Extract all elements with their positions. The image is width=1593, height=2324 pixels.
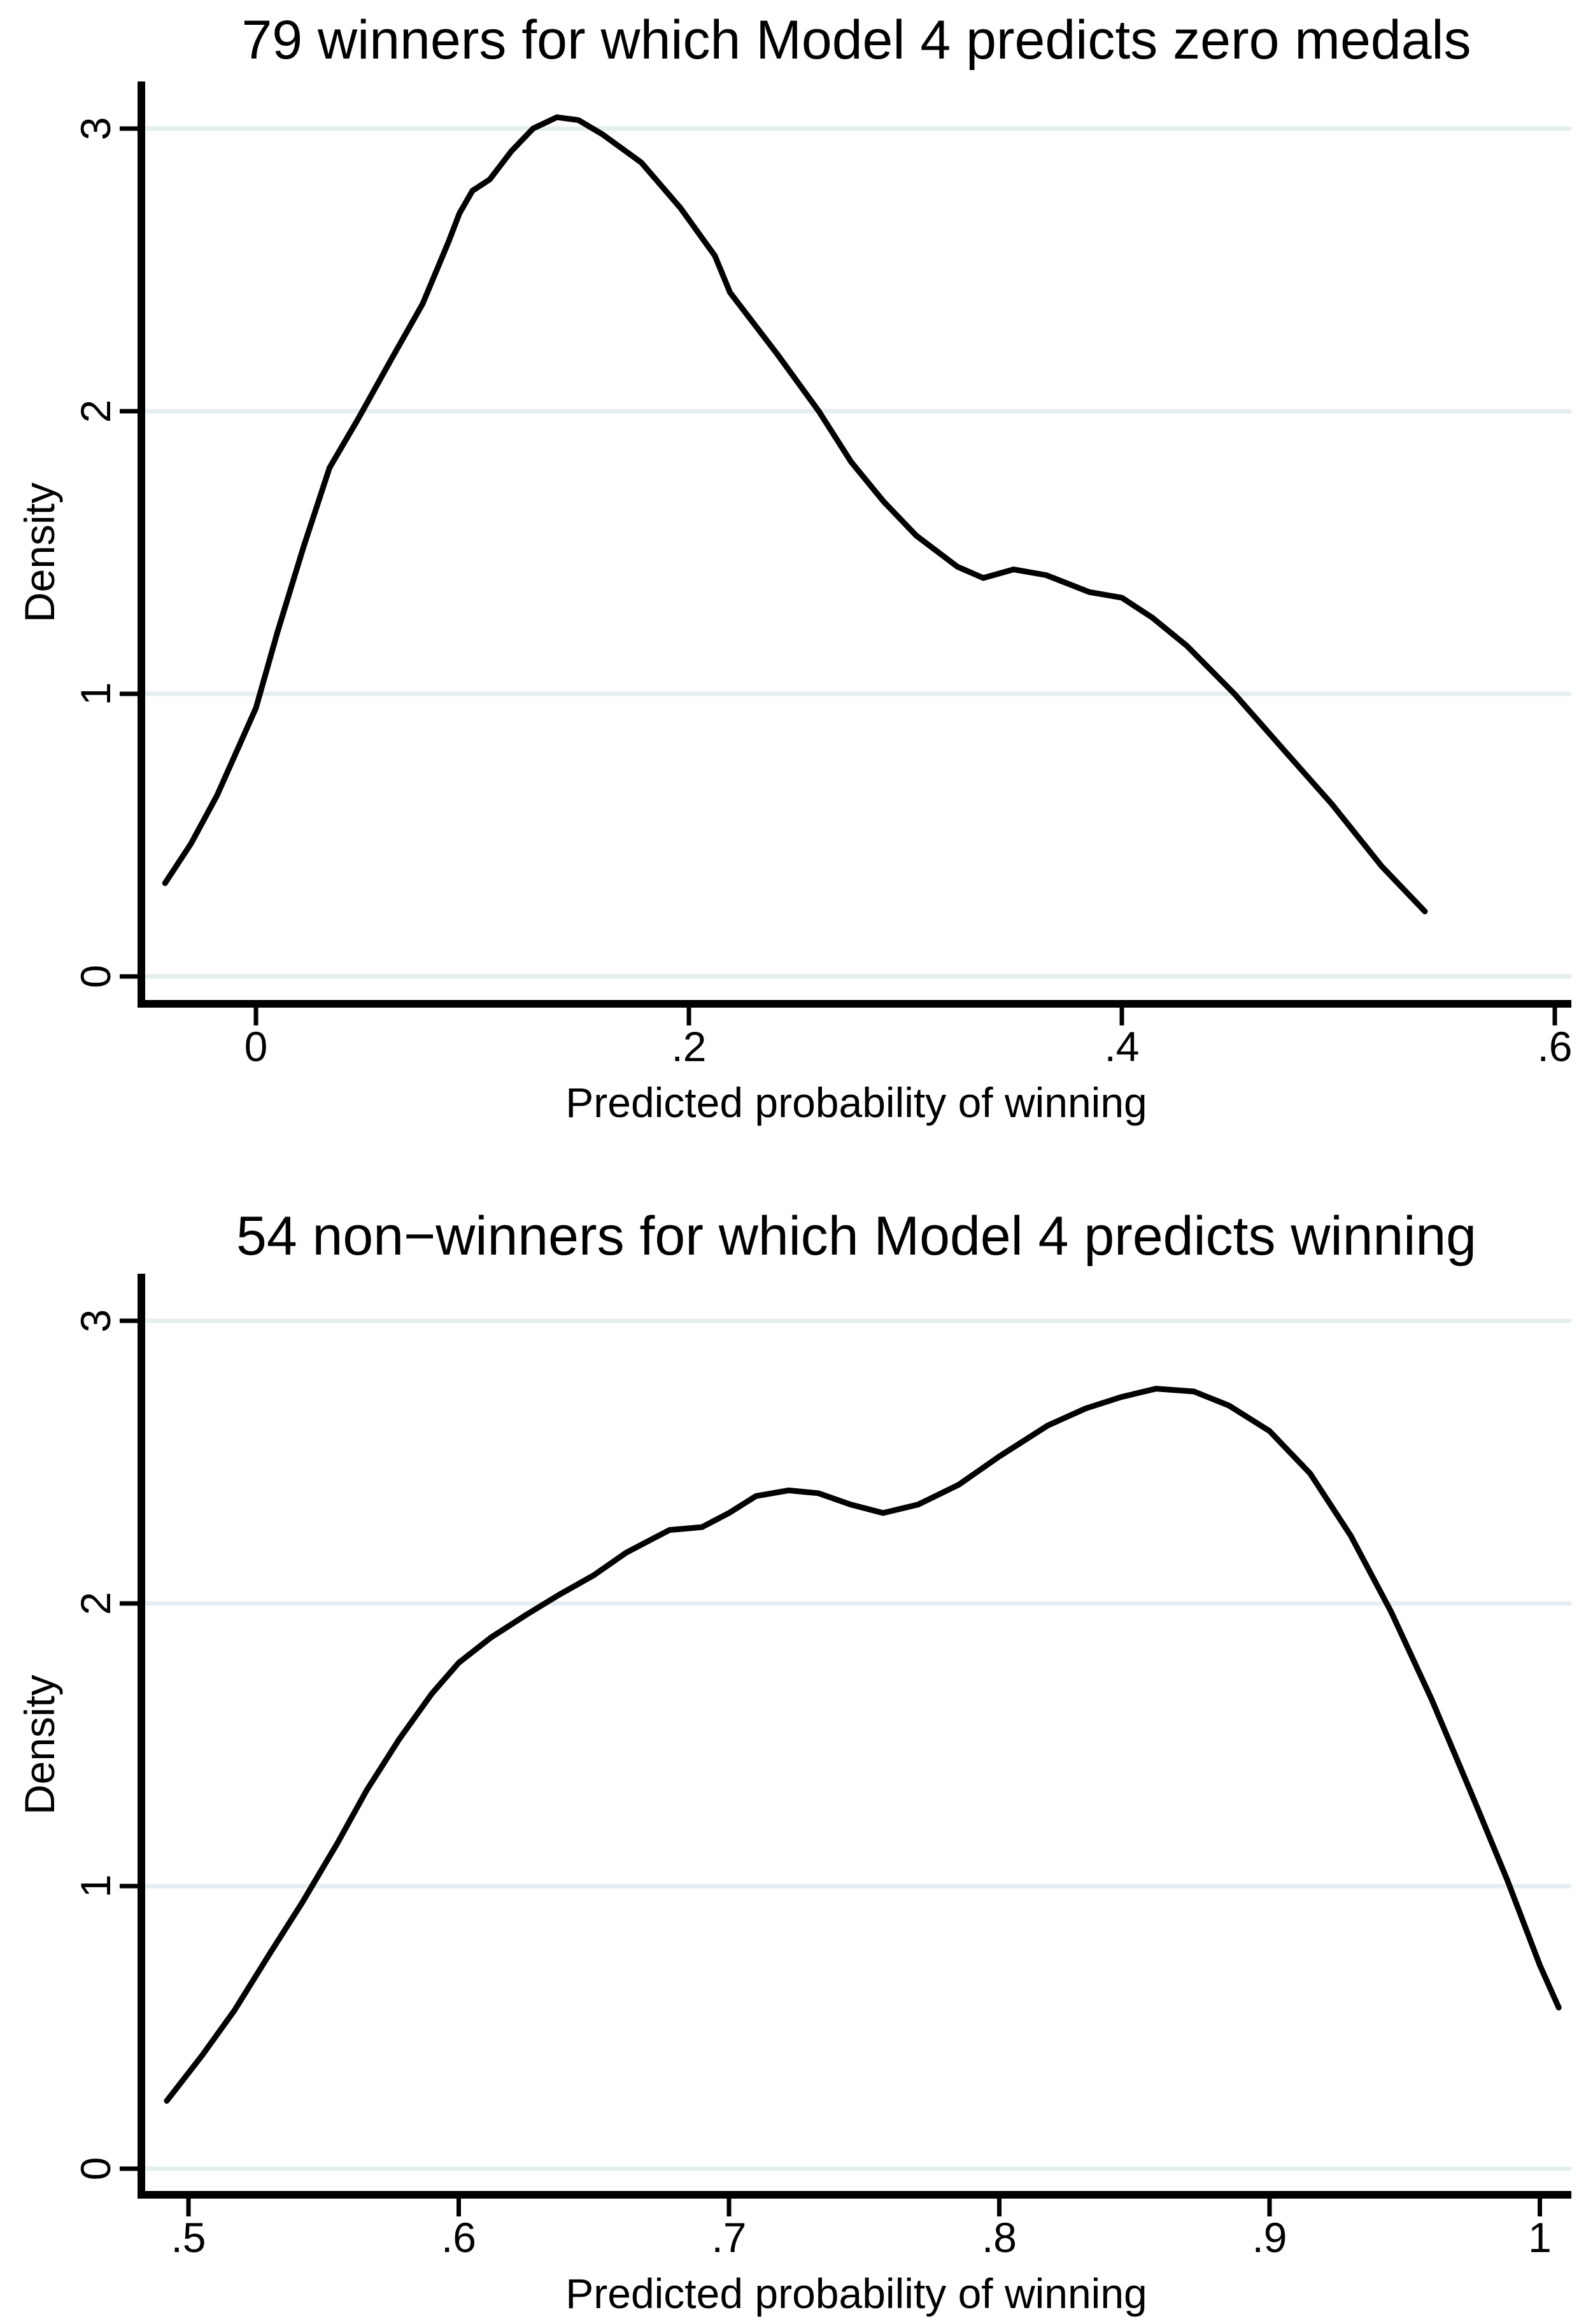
y-tick-label: 3 [72, 117, 119, 141]
y-tick-label: 3 [72, 1309, 119, 1333]
density-curve [162, 114, 1428, 915]
x-axis-label: Predicted probability of winning [565, 1079, 1147, 1126]
x-tick-label: .6 [441, 2214, 476, 2261]
x-tick-label: .8 [982, 2214, 1017, 2261]
x-tick-label: .9 [1252, 2214, 1287, 2261]
x-tick-label: .6 [1537, 1023, 1572, 1070]
x-tick-label: .5 [171, 2214, 206, 2261]
density-curve [164, 1386, 1562, 2104]
y-tick-label: 1 [72, 682, 119, 706]
x-tick-label: .2 [671, 1023, 706, 1070]
plot-area: 0 1 2 3 0 .2 .4 .6 [72, 81, 1573, 1070]
x-tick-label: .4 [1104, 1023, 1139, 1070]
y-tick-label: 2 [72, 1592, 119, 1616]
density-chart-non-winners: 54 non−winners for which Model 4 predict… [0, 1162, 1593, 2324]
y-tick-label: 2 [72, 400, 119, 423]
y-tick-label: 0 [72, 965, 119, 989]
plot-area: 0 1 2 3 .5 .6 .7 .8 .9 1 [72, 1274, 1571, 2261]
x-axis-label: Predicted probability of winning [565, 2270, 1147, 2317]
chart-title: 54 non−winners for which Model 4 predict… [236, 1206, 1477, 1267]
density-chart-winners: 79 winners for which Model 4 predicts ze… [16, 10, 1573, 1126]
x-tick-label: 0 [244, 1023, 268, 1070]
chart-title: 79 winners for which Model 4 predicts ze… [241, 10, 1471, 71]
y-tick-label: 0 [72, 2157, 119, 2181]
x-tick-label: 1 [1528, 2214, 1552, 2261]
y-tick-label: 1 [72, 1875, 119, 1898]
x-tick-label: .7 [711, 2214, 746, 2261]
